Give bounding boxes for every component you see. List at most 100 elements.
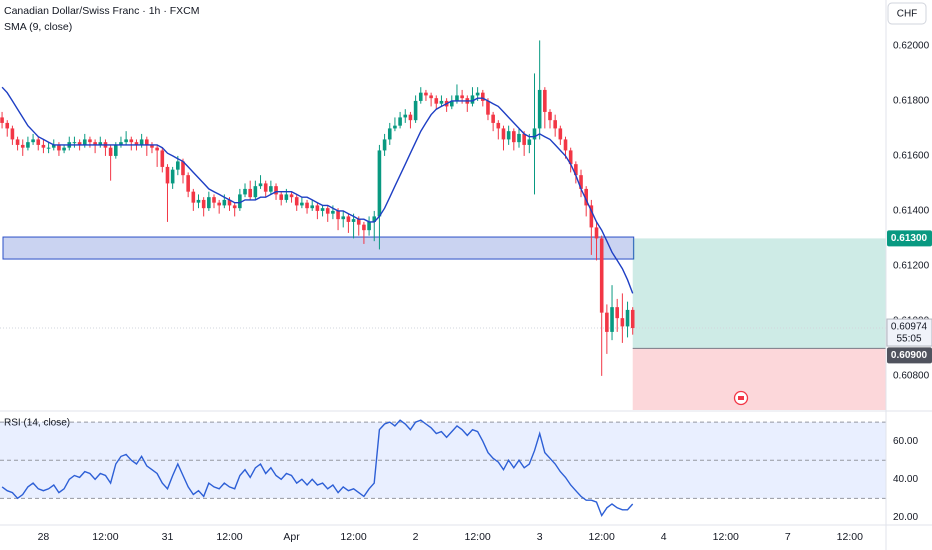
candle-body (325, 208, 330, 214)
candle-body (108, 147, 113, 156)
candle-body (155, 147, 159, 151)
indicator-label: SMA (9, close) (4, 21, 72, 33)
candle-body (455, 95, 459, 101)
candle-body (605, 312, 609, 332)
currency-button[interactable] (887, 2, 927, 25)
time-tick-label: 31 (162, 531, 174, 543)
candle-body (599, 238, 604, 313)
candle-body (439, 100, 444, 104)
time-tick-label: 12:00 (216, 531, 242, 543)
candle-body (315, 205, 320, 211)
candle-body (517, 133, 521, 143)
candle-body (284, 194, 289, 200)
candle-body (310, 205, 315, 209)
price-tick-label: 0.60800 (893, 371, 930, 382)
candle-body (537, 89, 542, 129)
candle-body (398, 117, 402, 126)
candle-body (145, 139, 149, 145)
candle-body (5, 122, 10, 129)
candle-body (36, 139, 41, 145)
candle-body (258, 183, 263, 187)
candle-body (610, 307, 614, 332)
candle-body (413, 100, 418, 121)
time-tick-label: Apr (283, 531, 300, 543)
candle-body (481, 92, 485, 101)
candle-body (393, 125, 397, 129)
time-tick-label: 12:00 (92, 531, 118, 543)
stop-area (632, 348, 886, 410)
candle-body (82, 139, 87, 145)
time-tick-label: 12:00 (464, 531, 490, 543)
candle-body (512, 131, 516, 143)
candle-body (424, 92, 428, 96)
price-tick-label: 0.62000 (893, 41, 930, 52)
target-badge (887, 230, 932, 247)
rsi-tick-label: 20.00 (893, 512, 918, 523)
candle-body (294, 197, 299, 206)
rsi-tick-label: 40.00 (893, 474, 918, 485)
candle-body (160, 150, 165, 167)
time-tick-label: 2 (413, 531, 419, 543)
candle-body (320, 208, 325, 211)
currency-label: CHF (897, 9, 918, 20)
candle-body (522, 133, 526, 145)
candle-body (170, 169, 175, 184)
candle-body (589, 205, 594, 228)
candle-body (243, 188, 247, 195)
candle-body (222, 199, 227, 206)
candle-body (41, 144, 46, 148)
candle-body (72, 142, 77, 144)
target-badge-label: 0.61300 (891, 233, 928, 244)
time-tick-label: 12:00 (589, 531, 615, 543)
candle-body (62, 147, 66, 151)
candle-body (46, 147, 51, 149)
candle-body (527, 139, 532, 145)
candle-body (98, 142, 103, 145)
candle-body (15, 139, 20, 145)
time-tick-label: 3 (537, 531, 543, 543)
candle-body (134, 142, 139, 145)
candle-body (615, 307, 620, 319)
stop-icon[interactable] (733, 390, 749, 406)
candle-body (274, 186, 278, 195)
candle-body (367, 221, 371, 231)
time-tick-label: 4 (661, 531, 667, 543)
candle-body (181, 161, 185, 176)
candle-body (77, 142, 82, 145)
candle-body (620, 318, 625, 327)
candle-body (238, 194, 242, 209)
candle-body (212, 197, 216, 203)
support-zone (2, 236, 635, 260)
candle-body (165, 166, 170, 184)
candle-body (568, 150, 573, 165)
candle-body (460, 95, 464, 99)
candle-body (336, 210, 340, 220)
candle-body (408, 114, 413, 121)
candle-body (351, 219, 356, 222)
candle-body (491, 114, 495, 123)
candle-body (579, 175, 583, 189)
candle-body (558, 128, 563, 140)
candle-body (289, 194, 294, 198)
candle-body (51, 144, 56, 148)
candle-body (57, 144, 61, 151)
candle-body (10, 128, 15, 140)
candle-body (31, 139, 35, 143)
last-price-badge (886, 318, 932, 347)
candle-body (341, 216, 346, 220)
candle-body (139, 139, 144, 145)
candle-body (584, 188, 588, 206)
price-tick-label: 0.61200 (893, 261, 930, 272)
candle-body (362, 224, 366, 231)
candle-body (93, 142, 97, 145)
candle-body (305, 202, 309, 209)
time-tick-label: 28 (38, 531, 50, 543)
candle-body (553, 120, 557, 129)
candle-body (501, 128, 506, 140)
last-price-label: 0.60974 (891, 322, 928, 333)
candle-body (543, 89, 547, 112)
candle-body (300, 202, 304, 206)
candle-body (429, 95, 433, 99)
